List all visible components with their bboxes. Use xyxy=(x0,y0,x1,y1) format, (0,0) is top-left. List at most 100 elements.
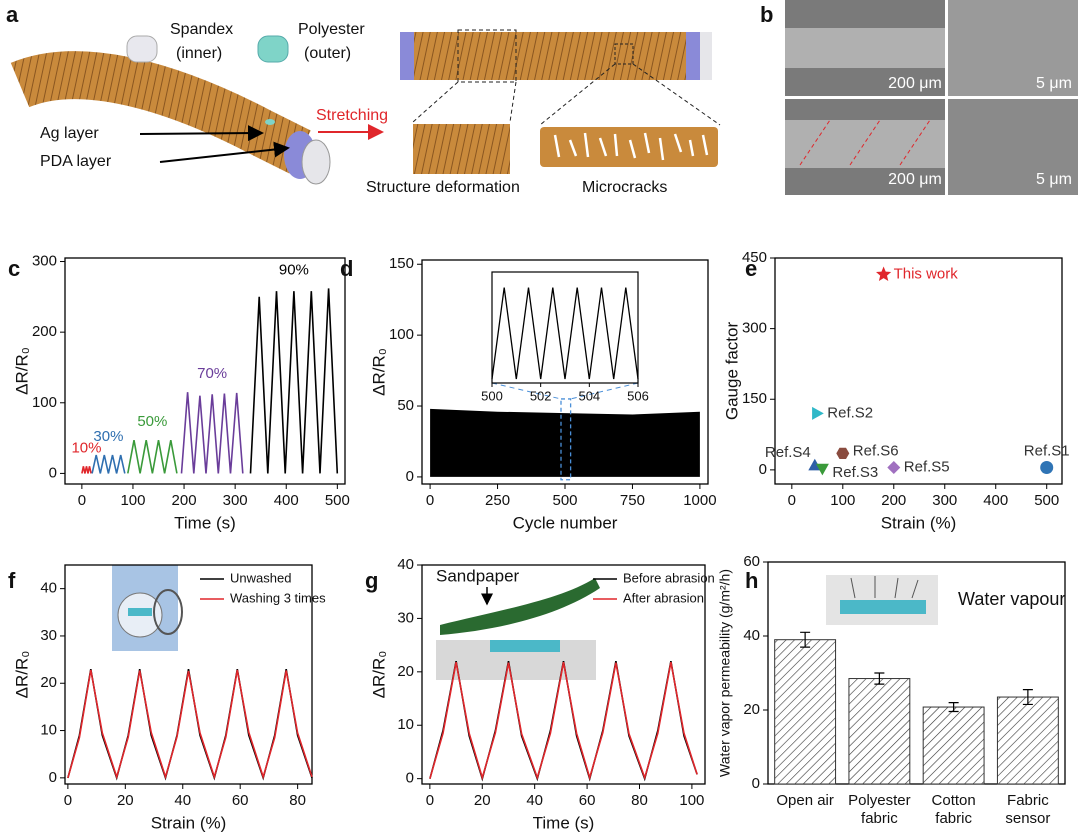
x-tick-label: 0 xyxy=(426,492,434,509)
outer-dot xyxy=(265,119,275,125)
fiber xyxy=(785,120,945,168)
point xyxy=(836,447,850,459)
point-label: This work xyxy=(894,265,959,282)
bar xyxy=(996,696,1059,785)
zoom-lines xyxy=(491,382,639,400)
pda-band xyxy=(686,32,700,80)
panel-label: d xyxy=(340,256,353,281)
series-label: 70% xyxy=(197,365,227,382)
inset-frame xyxy=(491,271,639,384)
x-tick-label: 40 xyxy=(526,792,543,809)
label: (outer) xyxy=(304,45,351,62)
y-tick-label: 150 xyxy=(742,390,767,407)
y-tick-label: 150 xyxy=(389,255,414,272)
x-tick-label: 60 xyxy=(579,792,596,809)
panel-a-illustration xyxy=(10,29,721,185)
zoom-box xyxy=(457,29,517,83)
crack-lines xyxy=(799,119,931,166)
arrow xyxy=(159,141,290,163)
core-end xyxy=(301,139,331,185)
bar xyxy=(922,706,985,785)
error-bar xyxy=(948,702,959,713)
label: Stretching xyxy=(316,107,388,124)
y-axis-label: Water vapor permeability (g/m²/h) xyxy=(717,569,733,777)
x-tick-label: 20 xyxy=(117,792,134,809)
y-axis-label: Gauge factor xyxy=(722,322,741,421)
point xyxy=(1040,461,1054,475)
vapour-arrows xyxy=(850,576,919,599)
y-tick-label: 100 xyxy=(32,394,57,411)
series-label: 50% xyxy=(137,413,167,430)
x-tick-label: sensor xyxy=(1005,810,1050,827)
x-axis-label: Cycle number xyxy=(513,513,618,532)
annotation: Water vapour xyxy=(958,589,1065,609)
x-axis-label: Strain (%) xyxy=(151,813,227,832)
point xyxy=(812,406,824,420)
x-tick-label: 500 xyxy=(1034,492,1059,509)
y-tick-label: 50 xyxy=(397,397,414,414)
x-tick-label: 750 xyxy=(620,492,645,509)
fiber xyxy=(785,28,945,68)
inset-illustrations xyxy=(112,565,938,680)
x-tick-label: 0 xyxy=(64,792,72,809)
scale-bar: 200 μm xyxy=(888,75,942,92)
pda-band xyxy=(400,32,414,80)
plot-frame xyxy=(767,561,1066,785)
sensor xyxy=(128,608,152,616)
y-tick-label: 0 xyxy=(49,769,57,786)
inset-x-tick-label: 502 xyxy=(530,388,552,403)
door xyxy=(153,589,183,635)
y-tick-label: 40 xyxy=(743,627,760,644)
x-tick-label: fabric xyxy=(861,810,898,827)
y-tick-label: 0 xyxy=(406,770,414,787)
bar xyxy=(774,639,837,785)
x-tick-label: 0 xyxy=(426,792,434,809)
series-label: 90% xyxy=(279,261,309,278)
point-label: Ref.S2 xyxy=(827,404,873,421)
x-tick-label: 300 xyxy=(223,492,248,509)
inset-x-tick-label: 504 xyxy=(578,388,600,403)
legend-label: After abrasion xyxy=(623,590,704,605)
point xyxy=(815,463,829,476)
label: Structure deformation xyxy=(366,179,520,196)
panel-label: a xyxy=(6,2,19,27)
label: PDA layer xyxy=(40,153,112,170)
core xyxy=(700,32,712,80)
y-axis-label: ΔR/R₀ xyxy=(369,651,388,699)
point xyxy=(876,266,892,281)
y-tick-label: 10 xyxy=(40,722,57,739)
panel-label: c xyxy=(8,256,20,281)
x-tick-label: Polyester xyxy=(848,792,911,809)
x-tick-label: 80 xyxy=(289,792,306,809)
x-axis-label: Time (s) xyxy=(533,813,595,832)
x-tick-label: 0 xyxy=(78,492,86,509)
x-tick-label: Open air xyxy=(776,792,834,809)
zoom-lines xyxy=(412,63,721,126)
scale-bar: 5 μm xyxy=(1036,75,1072,92)
plot-frame xyxy=(64,564,313,785)
x-tick-label: 60 xyxy=(232,792,249,809)
scale-bar: 5 μm xyxy=(1036,171,1072,188)
line xyxy=(249,288,339,474)
y-tick-label: 0 xyxy=(752,775,760,792)
area xyxy=(430,408,700,477)
y-tick-label: 0 xyxy=(759,461,767,478)
y-tick-label: 300 xyxy=(742,320,767,337)
line xyxy=(67,669,313,780)
y-axis-label: ΔR/R₀ xyxy=(12,651,31,699)
y-tick-label: 60 xyxy=(743,553,760,570)
y-axis-label: ΔR/R₀ xyxy=(369,348,388,396)
x-tick-label: 200 xyxy=(881,492,906,509)
series-label: 10% xyxy=(71,439,101,456)
annotation: Sandpaper xyxy=(436,566,520,585)
bar xyxy=(848,678,911,785)
panel-label: f xyxy=(8,568,16,593)
x-axis-label: Time (s) xyxy=(174,513,236,532)
error-bar xyxy=(1022,689,1033,706)
label: Polyester xyxy=(298,21,365,38)
x-tick-label: fabric xyxy=(935,810,972,827)
inset-x-tick-label: 506 xyxy=(627,388,649,403)
y-tick-label: 0 xyxy=(406,468,414,485)
